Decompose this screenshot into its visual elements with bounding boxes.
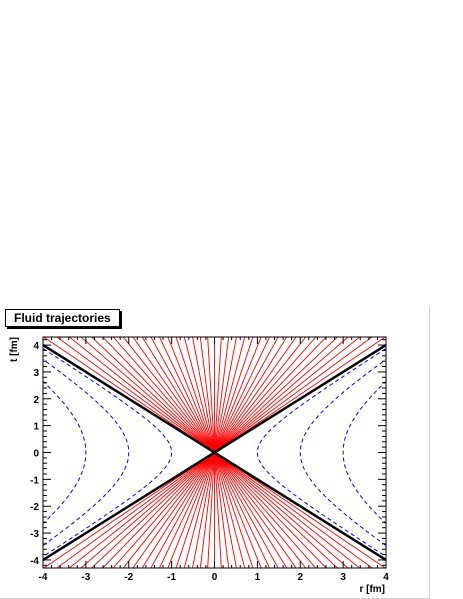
hyperbola-a1-right — [256, 347, 386, 558]
y-tick-label-5: 1 — [33, 422, 39, 433]
x-tick-label-1: -3 — [81, 572, 90, 583]
y-tick-label-3: -1 — [30, 475, 39, 486]
x-tick-label-5: 1 — [255, 572, 261, 583]
chart-title: Fluid trajectories — [5, 309, 120, 327]
y-tick-label-1: -3 — [30, 529, 39, 540]
x-tick-label-8: 4 — [383, 572, 389, 583]
hyperbola-a3-left — [43, 380, 87, 525]
y-tick-label-6: 2 — [33, 395, 39, 406]
x-tick-label-0: -4 — [39, 572, 48, 583]
y-axis-label: t [fm] — [9, 337, 20, 362]
x-tick-label-6: 2 — [297, 572, 303, 583]
axis-layer: -4 -3 -2 -1 0 1 2 3 4 -4 -3 -2 -1 0 1 2 3 4 — [30, 337, 389, 583]
x-tick-label-4: 0 — [212, 572, 218, 583]
x-tick-label-2: -2 — [124, 572, 133, 583]
y-tick-label-4: 0 — [33, 449, 39, 460]
x-axis-label: r [fm] — [359, 584, 385, 595]
hyperbola-a1-left — [43, 347, 173, 558]
y-tick-label-7: 3 — [33, 368, 39, 379]
y-tick-label-2: -2 — [30, 502, 39, 513]
y-tick-label-0: -4 — [30, 556, 39, 567]
x-tick-label-3: -1 — [167, 572, 176, 583]
light-cone-line-1 — [43, 344, 386, 561]
hyperbola-a2-right — [299, 358, 386, 547]
hyperbola-a2-left — [43, 358, 130, 547]
data-layer — [43, 337, 386, 568]
hyperbola-a3-right — [342, 380, 386, 525]
x-tick-label-7: 3 — [340, 572, 346, 583]
y-tick-label-8: 4 — [33, 341, 39, 352]
